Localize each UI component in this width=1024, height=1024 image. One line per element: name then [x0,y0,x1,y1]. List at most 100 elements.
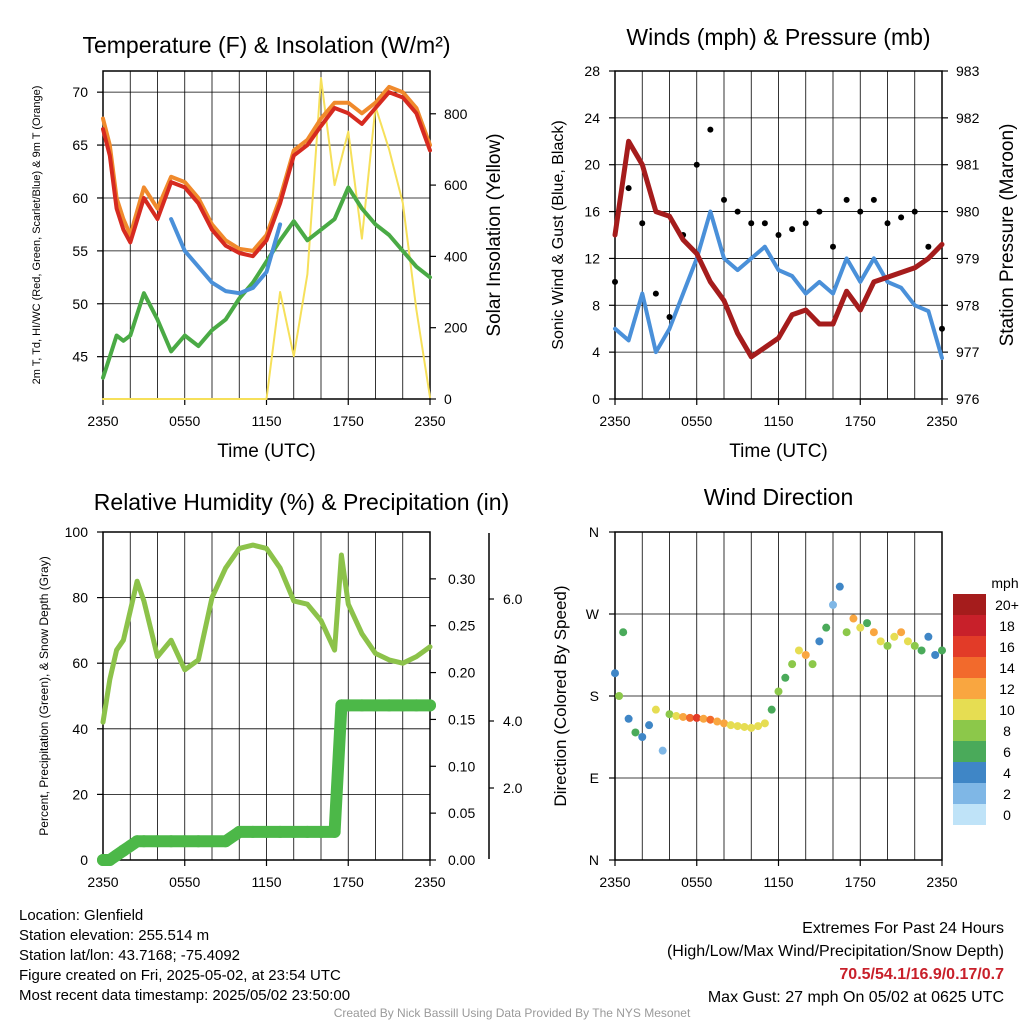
direction-ylabel: Direction (Colored By Speed) [551,585,570,806]
direction-point [733,722,742,731]
dir-ytick-label-4: N [589,524,599,540]
direction-point [619,628,628,637]
direction-point [849,614,858,623]
direction-point [863,619,872,628]
chart-title-humidity: Relative Humidity (%) & Precipitation (i… [94,489,509,515]
legend-swatch-9 [953,783,986,804]
dir-ytick-label-1: E [590,770,599,786]
legend-swatch-0 [953,594,986,615]
temp-series-blue [169,217,283,296]
location-text: Location: Glenfield [19,907,144,924]
extremes-subtitle: (High/Low/Max Wind/Precipitation/Snow De… [666,943,1004,960]
wind-ytick-label-4: 4 [592,344,600,360]
pressure-ytick-label-981: 981 [956,157,980,173]
rh-series [100,542,433,725]
direction-point [938,646,946,655]
direction-point [706,715,715,724]
pressure-series-maroon [612,138,945,360]
gust-point [693,161,700,168]
gust-point [939,325,945,332]
created-text: Figure created on Fri, 2025-05-02, at 23… [19,967,341,984]
legend-swatch-8 [953,762,986,783]
elevation-text: Station elevation: 255.514 m [19,927,210,944]
snow-ytick-label-2.0: 2.0 [503,780,523,796]
dir-ytick-label-3: W [586,606,600,622]
gust-point [612,278,618,285]
extremes-values: 70.5/54.1/16.9/0.17/0.7 [839,966,1004,983]
gust-point [925,243,932,250]
gust-point [666,314,673,320]
pressure-ylabel: Station Pressure (Maroon) [997,124,1018,347]
credit-text: Created By Nick Bassill Using Data Provi… [333,1006,691,1020]
xtick-label-1-3: 1750 [333,413,364,429]
gust-point [734,208,741,215]
gust-point [816,208,823,215]
wind-series-blue [613,209,944,360]
pressure-ytick-label-983: 983 [956,63,980,79]
temp-series-red [101,90,432,259]
direction-point [924,632,933,641]
gust-point [802,220,809,227]
chart-title-winds: Winds (mph) & Pressure (mb) [626,24,930,50]
legend-swatch-3 [953,657,986,678]
direction-point [794,646,803,655]
direction-point [897,628,906,637]
precip-ytick-label-0.25: 0.25 [448,618,475,634]
xtick-label-2-1: 0550 [681,413,712,429]
temp-ylabel: 2m T, Td, HI/WC (Red, Green, Scarlet/Blu… [31,86,43,385]
legend-label-4: 12 [999,681,1015,697]
direction-point [801,651,810,659]
snow-ytick-label-6.0: 6.0 [503,591,523,607]
pressure-ytick-label-980: 980 [956,204,980,220]
gust-point [911,208,918,215]
direction-point [713,717,722,726]
legend-label-0: 20+ [995,597,1019,613]
wind-ytick-label-28: 28 [584,63,600,79]
wind-ytick-label-12: 12 [584,250,600,266]
direction-point [672,712,681,721]
direction-point [699,714,708,723]
gust-point [857,208,864,215]
xtick-label-4-0: 2350 [599,874,630,890]
insol-ytick-label-0: 0 [444,391,452,407]
direction-point [910,641,919,650]
rh-ytick-label-100: 100 [65,524,89,540]
xaxis-title-2: Time (UTC) [729,441,828,462]
direction-point [615,692,624,700]
legend-label-5: 10 [999,702,1015,718]
gust-point [639,220,646,227]
chart-title-wind-direction: Wind Direction [704,484,854,510]
direction-point [685,713,694,722]
extremes-panel: Extremes For Past 24 Hours (High/Low/Max… [667,917,1004,1009]
direction-point [679,712,688,721]
insol-ytick-label-400: 400 [444,248,468,264]
recent-timestamp-text: Most recent data timestamp: 2025/05/02 2… [19,987,351,1004]
pressure-ytick-label-977: 977 [956,344,980,360]
temp-series-yellow [102,77,431,400]
precip-ytick-label-0.10: 0.10 [448,758,475,774]
snow-ytick-label-4.0: 4.0 [503,713,523,729]
xtick-label-1-2: 1150 [251,413,281,429]
direction-point [869,628,878,637]
chart-title-temperature: Temperature (F) & Insolation (W/m²) [82,32,450,58]
direction-point [876,637,885,646]
legend-swatch-7 [953,741,986,762]
direction-point [822,623,831,632]
temp-ytick-label-45: 45 [72,349,88,365]
direction-point [883,641,892,650]
precip-ytick-label-0.00: 0.00 [448,852,475,868]
direction-point [747,723,756,732]
rh-ytick-label-80: 80 [72,590,88,606]
temp-ytick-label-65: 65 [72,137,88,153]
xtick-label-4-3: 1750 [845,874,876,890]
direction-point [829,600,837,609]
xtick-label-4-2: 1150 [763,874,793,890]
rh-ylabel: Percent, Precipitation (Green), & Snow D… [37,556,51,835]
wind-ytick-label-24: 24 [584,110,600,126]
wind-ytick-label-16: 16 [584,204,600,220]
gust-point [789,226,796,233]
gust-point [721,196,727,203]
xtick-label-2-4: 2350 [926,413,957,429]
legend-swatch-2 [953,636,986,657]
xtick-label-3-1: 0550 [169,874,200,890]
